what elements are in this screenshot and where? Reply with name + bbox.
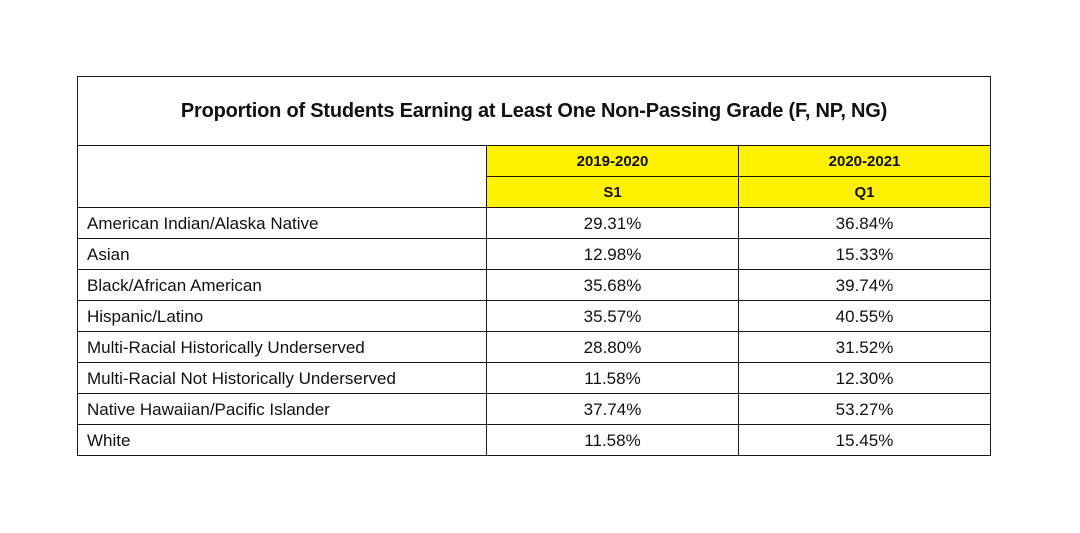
data-table-container: Proportion of Students Earning at Least …	[76, 76, 992, 456]
cell-value: 11.58%	[486, 362, 739, 394]
cell-value: 36.84%	[737, 207, 992, 239]
cell-value: 35.68%	[486, 269, 739, 301]
cell-value: 12.30%	[737, 362, 992, 394]
row-label: American Indian/Alaska Native	[77, 207, 487, 239]
table-row: White 11.58% 15.45%	[77, 424, 992, 456]
cell-value: 40.55%	[737, 300, 992, 332]
cell-value: 37.74%	[486, 393, 739, 425]
column-header-year: 2020-2021	[737, 145, 992, 177]
row-label: White	[77, 424, 487, 456]
title-row: Proportion of Students Earning at Least …	[76, 76, 992, 146]
table-row: Black/African American 35.68% 39.74%	[77, 269, 992, 301]
table-row: Native Hawaiian/Pacific Islander 37.74% …	[77, 393, 992, 425]
table-row: Multi-Racial Historically Underserved 28…	[77, 331, 992, 363]
cell-value: 31.52%	[737, 331, 992, 363]
data-table: Proportion of Students Earning at Least …	[76, 76, 992, 456]
row-label: Hispanic/Latino	[77, 300, 487, 332]
row-label: Multi-Racial Historically Underserved	[77, 331, 487, 363]
column-header-term: Q1	[737, 176, 992, 208]
table-row: Asian 12.98% 15.33%	[77, 238, 992, 270]
cell-value: 15.45%	[737, 424, 992, 456]
cell-value: 35.57%	[486, 300, 739, 332]
column-header-year: 2019-2020	[486, 145, 739, 177]
column-header-term: S1	[486, 176, 739, 208]
cell-value: 11.58%	[486, 424, 739, 456]
row-label: Native Hawaiian/Pacific Islander	[77, 393, 487, 425]
row-label: Black/African American	[77, 269, 487, 301]
blank-header-cell	[77, 145, 487, 208]
term-header-row: S1 Q1	[78, 176, 992, 208]
cell-value: 29.31%	[486, 207, 739, 239]
row-label: Multi-Racial Not Historically Underserve…	[77, 362, 487, 394]
cell-value: 28.80%	[486, 331, 739, 363]
row-label: Asian	[77, 238, 487, 270]
table-row: American Indian/Alaska Native 29.31% 36.…	[77, 207, 992, 239]
table-row: Multi-Racial Not Historically Underserve…	[77, 362, 992, 394]
cell-value: 39.74%	[737, 269, 992, 301]
cell-value: 15.33%	[737, 238, 992, 270]
year-header-row: 2019-2020 2020-2021	[77, 145, 992, 208]
table-title: Proportion of Students Earning at Least …	[76, 76, 992, 146]
table-row: Hispanic/Latino 35.57% 40.55%	[77, 300, 992, 332]
cell-value: 53.27%	[737, 393, 992, 425]
cell-value: 12.98%	[486, 238, 739, 270]
